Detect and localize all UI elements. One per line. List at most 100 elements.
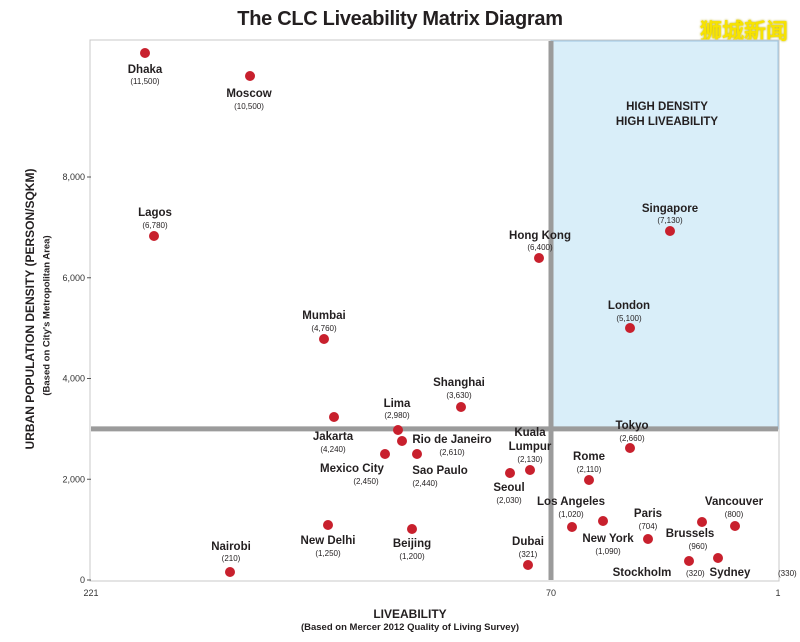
density-value-shanghai: (3,630) <box>446 391 472 400</box>
density-value-nairobi: (210) <box>222 554 241 563</box>
city-label-nairobi: Nairobi <box>211 541 251 553</box>
density-value-sydney: (330) <box>778 569 797 578</box>
y-tick-label: 8,000 <box>62 172 85 182</box>
chart-title: The CLC Liveability Matrix Diagram <box>237 8 563 30</box>
city-label-mexico-city: Mexico City <box>320 463 385 475</box>
city-label-beijing: Beijing <box>393 538 431 550</box>
high-density-high-liveability-quadrant <box>550 40 779 430</box>
point-new-york <box>598 516 608 526</box>
city-label-shanghai: Shanghai <box>433 377 485 389</box>
quadrant-label-line-1: HIGH DENSITY <box>626 101 708 113</box>
density-value-dubai: (321) <box>519 550 538 559</box>
quadrant-label-line-2: HIGH LIVEABILITY <box>616 116 719 128</box>
density-value-brussels: (960) <box>689 542 708 551</box>
point-los-angeles <box>567 522 577 532</box>
y-tick-label: 2,000 <box>62 474 85 484</box>
point-moscow <box>245 71 255 81</box>
point-vancouver <box>697 517 707 527</box>
point-jakarta <box>329 412 339 422</box>
point-stockholm <box>684 556 694 566</box>
density-value-new-york: (1,090) <box>595 547 621 556</box>
point-mexico-city <box>380 449 390 459</box>
point-rio-de-janeiro <box>397 436 407 446</box>
x-axis-subtitle: (Based on Mercer 2012 Quality of Living … <box>300 622 520 633</box>
x-axis-ticks: 221 70 1 <box>83 588 780 598</box>
city-label-mumbai: Mumbai <box>302 310 345 322</box>
point-london <box>625 323 635 333</box>
city-label-tokyo: Tokyo <box>615 420 648 432</box>
point-hong-kong <box>534 253 544 263</box>
point-mumbai <box>319 334 329 344</box>
density-value-vancouver: (800) <box>725 510 744 519</box>
density-value-dhaka: (11,500) <box>130 77 160 86</box>
city-label-lagos: Lagos <box>138 207 172 219</box>
density-value-sao-paulo: (2,440) <box>412 479 438 488</box>
density-value-rome: (2,110) <box>577 465 602 474</box>
density-value-lima: (2,980) <box>384 411 410 420</box>
y-tick-label: 0 <box>80 575 85 585</box>
y-axis-ticks: 0 2,000 4,000 6,000 8,000 <box>62 172 91 585</box>
density-value-singapore: (7,130) <box>657 216 683 225</box>
city-label-rome: Rome <box>573 451 605 463</box>
point-sydney <box>713 553 723 563</box>
point-sao-paulo <box>412 449 422 459</box>
x-tick-label: 221 <box>83 588 98 598</box>
city-label-singapore: Singapore <box>642 203 698 215</box>
point-new-delhi <box>323 520 333 530</box>
density-value-mexico-city: (2,450) <box>353 477 379 486</box>
density-value-beijing: (1,200) <box>399 552 425 561</box>
point-nairobi <box>225 567 235 577</box>
point-dhaka <box>140 48 150 58</box>
city-label-kuala-lumpur: Lumpur <box>509 441 552 453</box>
density-value-los-angeles: (1,020) <box>558 510 584 519</box>
point-rome <box>584 475 594 485</box>
point-singapore <box>665 226 675 236</box>
density-value-stockholm: (320) <box>686 569 705 578</box>
city-label-moscow: Moscow <box>226 88 271 100</box>
city-label-seoul: Seoul <box>493 482 524 494</box>
point-brussels <box>730 521 740 531</box>
point-kuala-lumpur <box>525 465 535 475</box>
density-value-hong-kong: (6,400) <box>527 243 553 252</box>
density-value-kuala-lumpur: (2,130) <box>517 455 543 464</box>
density-value-new-delhi: (1,250) <box>315 549 341 558</box>
city-label-kuala-lumpur: Kuala <box>514 427 546 439</box>
city-label-hong-kong: Hong Kong <box>509 230 571 242</box>
city-label-sydney: Sydney <box>710 567 752 579</box>
x-axis-title: LIVEABILITY <box>373 607 447 621</box>
city-label-paris: Paris <box>634 508 662 520</box>
city-label-london: London <box>608 300 650 312</box>
point-lima <box>393 425 403 435</box>
point-tokyo <box>625 443 635 453</box>
point-beijing <box>407 524 417 534</box>
density-value-mumbai: (4,760) <box>311 324 337 333</box>
density-value-jakarta: (4,240) <box>320 445 346 454</box>
city-label-dubai: Dubai <box>512 536 544 548</box>
city-label-jakarta: Jakarta <box>313 431 354 443</box>
data-points: Dhaka(11,500) Moscow (10,500) Lagos (6,780) M… <box>128 48 797 579</box>
density-value-london: (5,100) <box>616 314 642 323</box>
city-label-new-delhi: New Delhi <box>301 535 356 547</box>
city-label-new-york: New York <box>582 533 634 545</box>
city-label-dhaka: Dhaka <box>128 64 163 76</box>
density-value-tokyo: (2,660) <box>619 434 645 443</box>
point-dubai <box>523 560 533 570</box>
x-tick-label: 1 <box>775 588 780 598</box>
city-label-brussels: Brussels <box>666 528 715 540</box>
city-label-los-angeles: Los Angeles <box>537 496 605 508</box>
point-shanghai <box>456 402 466 412</box>
city-label-sao-paulo: Sao Paulo <box>412 465 468 477</box>
point-lagos <box>149 231 159 241</box>
city-label-lima: Lima <box>384 398 411 410</box>
city-label-stockholm: Stockholm <box>613 567 672 579</box>
density-value-moscow: (10,500) <box>234 102 264 111</box>
point-paris <box>643 534 653 544</box>
point-seoul <box>505 468 515 478</box>
y-tick-label: 4,000 <box>62 374 85 384</box>
density-value-paris: (704) <box>639 522 658 531</box>
x-tick-label: 70 <box>546 588 556 598</box>
y-tick-label: 6,000 <box>62 273 85 283</box>
city-label-rio-de-janeiro: Rio de Janeiro <box>412 434 491 446</box>
city-label-vancouver: Vancouver <box>705 496 764 508</box>
